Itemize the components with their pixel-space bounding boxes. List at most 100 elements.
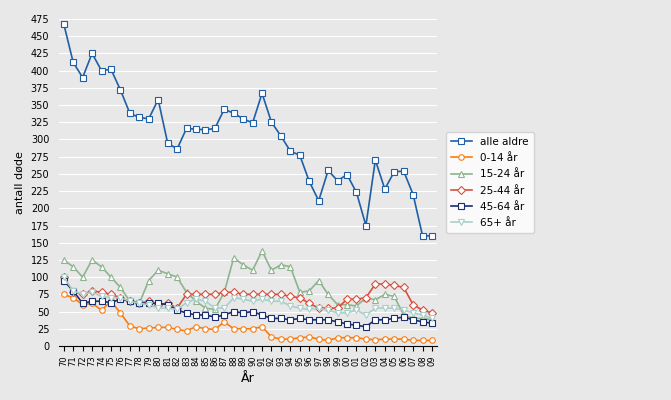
25-44 år: [296, 295, 304, 300]
45-64 år: [287, 318, 295, 322]
15-24 år: [60, 258, 68, 262]
0-14 år: [145, 326, 153, 330]
0-14 år: [154, 325, 162, 330]
45-64 år: [352, 323, 360, 328]
45-64 år: [315, 318, 323, 322]
25-44 år: [324, 306, 332, 310]
0-14 år: [220, 320, 228, 324]
45-64 år: [305, 318, 313, 322]
65+ år: [380, 306, 389, 310]
45-64 år: [258, 312, 266, 317]
0-14 år: [173, 327, 181, 332]
45-64 år: [333, 320, 342, 324]
alle aldre: [97, 68, 105, 73]
15-24 år: [126, 299, 134, 304]
alle aldre: [305, 179, 313, 184]
25-44 år: [173, 306, 181, 310]
65+ år: [220, 306, 228, 310]
0-14 år: [229, 326, 238, 331]
0-14 år: [333, 335, 342, 340]
0-14 år: [371, 337, 379, 342]
25-44 år: [362, 295, 370, 300]
65+ år: [352, 308, 360, 312]
alle aldre: [126, 111, 134, 116]
0-14 år: [239, 326, 247, 331]
alle aldre: [352, 190, 360, 195]
alle aldre: [60, 22, 68, 26]
45-64 år: [136, 301, 144, 306]
15-24 år: [192, 299, 200, 304]
0-14 år: [324, 338, 332, 343]
0-14 år: [391, 337, 399, 342]
Line: alle aldre: alle aldre: [61, 21, 435, 239]
15-24 år: [116, 285, 124, 290]
alle aldre: [88, 51, 96, 56]
alle aldre: [268, 120, 276, 125]
45-64 år: [296, 316, 304, 321]
alle aldre: [333, 178, 342, 183]
alle aldre: [343, 172, 351, 177]
15-24 år: [371, 298, 379, 302]
25-44 år: [79, 292, 87, 297]
45-64 år: [69, 288, 77, 293]
25-44 år: [192, 292, 200, 297]
65+ år: [60, 275, 68, 280]
0-14 år: [400, 337, 408, 342]
Y-axis label: antall døde: antall døde: [15, 151, 25, 214]
65+ år: [173, 307, 181, 312]
0-14 år: [380, 337, 389, 342]
15-24 år: [239, 262, 247, 267]
15-24 år: [343, 302, 351, 307]
alle aldre: [419, 234, 427, 238]
65+ år: [88, 290, 96, 295]
45-64 år: [220, 312, 228, 317]
25-44 år: [248, 292, 256, 297]
15-24 år: [145, 278, 153, 283]
45-64 år: [371, 318, 379, 322]
15-24 år: [248, 268, 256, 273]
25-44 år: [97, 290, 105, 295]
15-24 år: [164, 271, 172, 276]
25-44 år: [107, 292, 115, 297]
0-14 år: [136, 326, 144, 331]
alle aldre: [145, 116, 153, 121]
15-24 år: [69, 264, 77, 269]
65+ år: [268, 299, 276, 304]
0-14 år: [268, 335, 276, 340]
15-24 år: [324, 292, 332, 297]
15-24 år: [97, 264, 105, 269]
45-64 år: [268, 316, 276, 321]
65+ år: [391, 306, 399, 310]
45-64 år: [428, 321, 436, 326]
alle aldre: [324, 168, 332, 173]
15-24 år: [183, 290, 191, 295]
15-24 år: [419, 316, 427, 321]
25-44 år: [220, 290, 228, 295]
15-24 år: [362, 295, 370, 300]
Line: 25-44 år: 25-44 år: [61, 274, 435, 316]
15-24 år: [88, 258, 96, 262]
0-14 år: [258, 324, 266, 329]
alle aldre: [258, 91, 266, 96]
65+ år: [201, 299, 209, 304]
65+ år: [69, 288, 77, 293]
alle aldre: [428, 234, 436, 238]
65+ år: [136, 301, 144, 306]
65+ år: [192, 297, 200, 302]
45-64 år: [324, 318, 332, 322]
alle aldre: [380, 187, 389, 192]
0-14 år: [248, 326, 256, 331]
0-14 år: [409, 338, 417, 343]
0-14 år: [428, 338, 436, 343]
15-24 år: [333, 302, 342, 307]
45-64 år: [154, 301, 162, 306]
25-44 år: [183, 292, 191, 297]
alle aldre: [287, 149, 295, 154]
65+ år: [116, 295, 124, 300]
alle aldre: [400, 169, 408, 174]
alle aldre: [277, 134, 285, 138]
alle aldre: [192, 127, 200, 132]
alle aldre: [136, 115, 144, 120]
65+ år: [400, 308, 408, 312]
X-axis label: År: År: [241, 372, 255, 385]
